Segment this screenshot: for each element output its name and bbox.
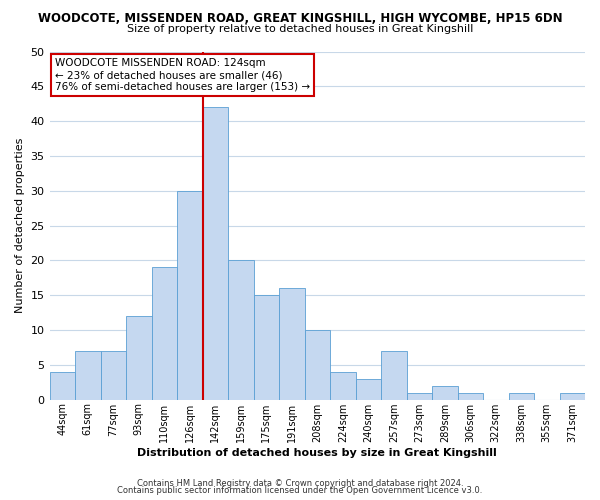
Bar [101,351,126,400]
Bar [458,392,483,400]
Text: WOODCOTE MISSENDEN ROAD: 124sqm
← 23% of detached houses are smaller (46)
76% of: WOODCOTE MISSENDEN ROAD: 124sqm ← 23% of… [55,58,310,92]
Bar [203,107,228,400]
Bar [407,392,432,400]
Bar [126,316,152,400]
Bar [305,330,330,400]
Bar [177,191,203,400]
Bar [560,392,585,400]
Text: WOODCOTE, MISSENDEN ROAD, GREAT KINGSHILL, HIGH WYCOMBE, HP15 6DN: WOODCOTE, MISSENDEN ROAD, GREAT KINGSHIL… [38,12,562,26]
Bar [381,351,407,400]
Bar [330,372,356,400]
Bar [509,392,534,400]
Text: Size of property relative to detached houses in Great Kingshill: Size of property relative to detached ho… [127,24,473,34]
Bar [50,372,75,400]
Bar [75,351,101,400]
Bar [254,295,279,400]
Text: Contains public sector information licensed under the Open Government Licence v3: Contains public sector information licen… [118,486,482,495]
Bar [279,288,305,400]
Bar [356,379,381,400]
Bar [228,260,254,400]
Bar [152,268,177,400]
Bar [432,386,458,400]
X-axis label: Distribution of detached houses by size in Great Kingshill: Distribution of detached houses by size … [137,448,497,458]
Text: Contains HM Land Registry data © Crown copyright and database right 2024.: Contains HM Land Registry data © Crown c… [137,478,463,488]
Y-axis label: Number of detached properties: Number of detached properties [15,138,25,314]
